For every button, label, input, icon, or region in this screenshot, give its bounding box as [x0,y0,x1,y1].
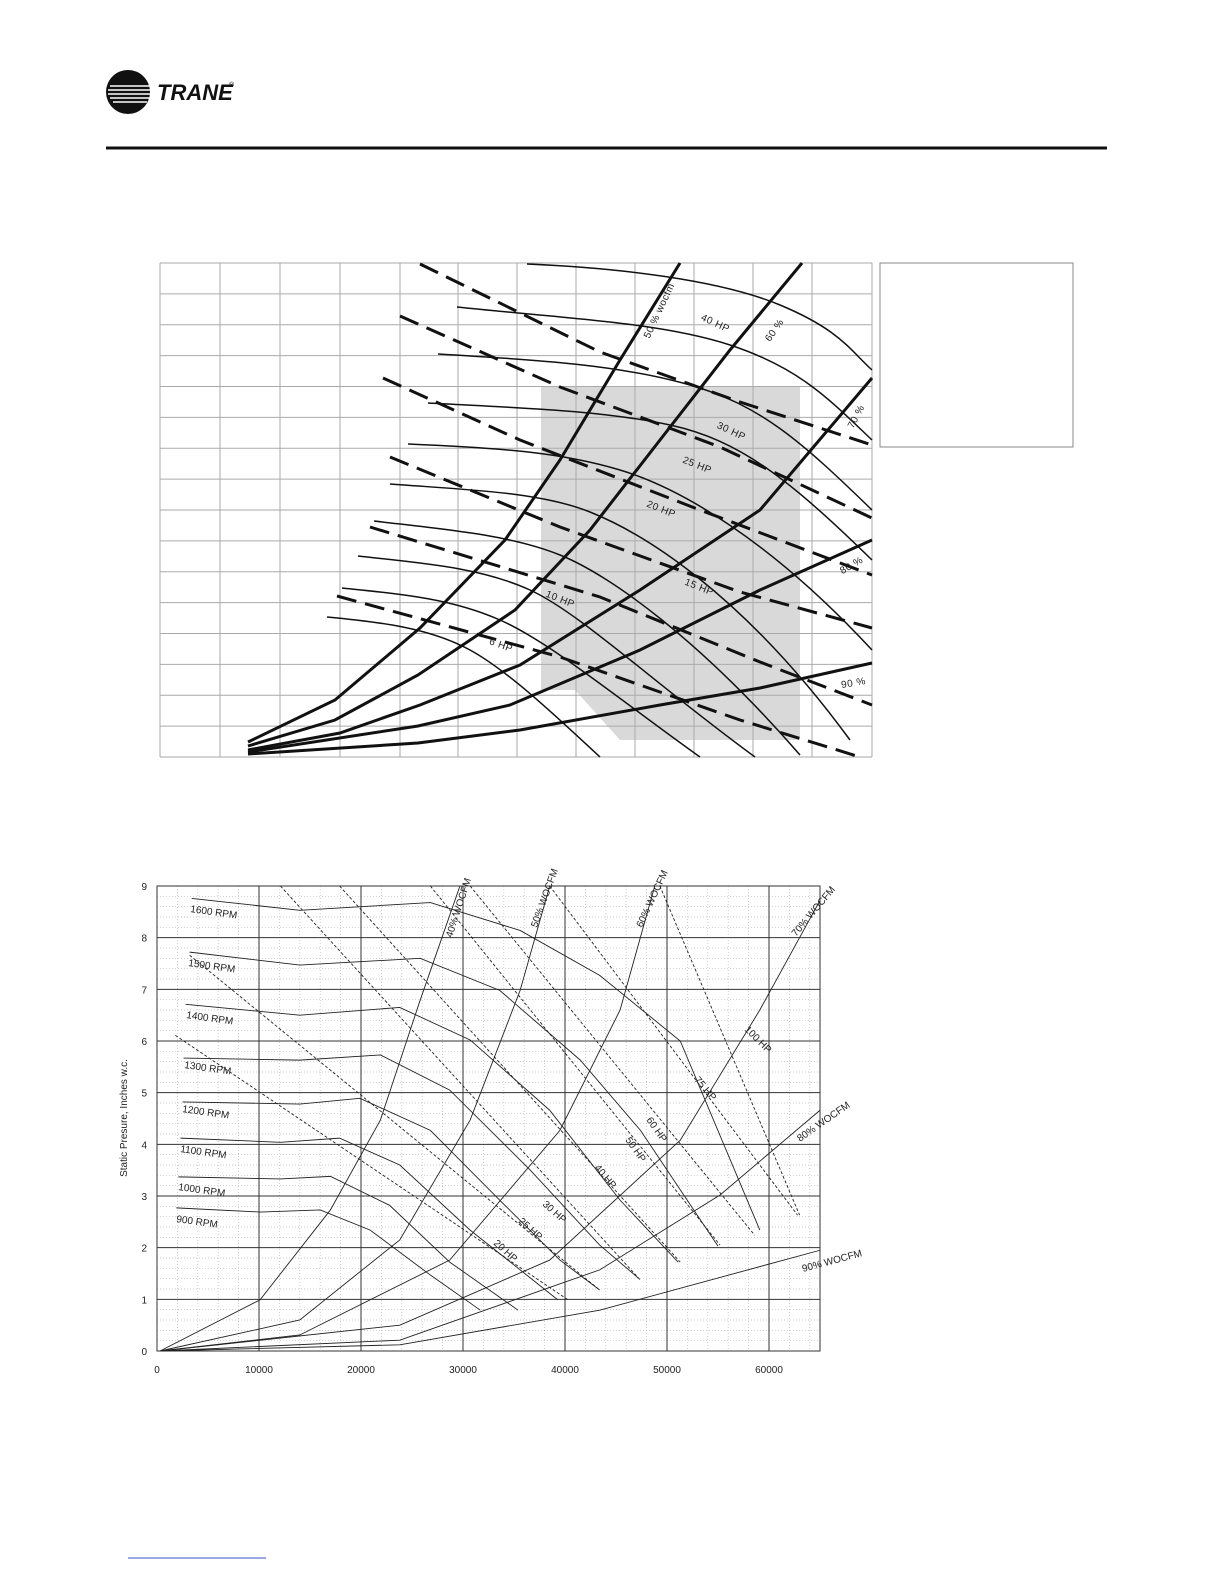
curve-label: 70% WOCFM [790,885,838,939]
curve-label: 1200 RPM [182,1104,230,1121]
curve-label: 40 HP [592,1163,619,1192]
logo-badge [106,70,150,114]
logo-mark: ® [229,81,235,89]
curve-label: 1400 RPM [186,1010,234,1027]
x-tick-label: 20000 [347,1365,375,1376]
y-tick-label: 2 [141,1244,147,1255]
rpm-curve [183,1054,639,1279]
wocfm-curve [160,1109,821,1352]
hp-curve [430,885,721,1246]
x-tick-label: 60000 [755,1365,783,1376]
plot-frame [156,885,821,1352]
curve-label: 60% WOCFM [635,869,671,930]
y-tick-label: 3 [141,1192,147,1203]
logo-text: TRANE [157,80,234,105]
curve-label: 1100 RPM [180,1144,228,1161]
logo-stripes [108,85,152,103]
hp-curve [339,885,681,1263]
curve-label: 80% WOCFM [795,1100,852,1144]
y-tick-label: 4 [141,1140,147,1151]
curve-label: 30 HP [540,1199,568,1226]
curve-label: 50% WOCFM [529,867,560,929]
x-tick-label: 50000 [653,1365,681,1376]
rpm-curve [185,1003,679,1263]
curve-label: 6 HP [488,636,515,655]
y-tick-label: 1 [141,1295,147,1306]
rpm-curve [191,897,761,1231]
wocfm-curve [160,1249,821,1352]
curve-label: 80 % [838,555,865,577]
logo: TRANE ® [106,70,235,114]
x-tick-label: 30000 [449,1365,477,1376]
rpm-curve [176,1207,481,1311]
figure-1-grid [159,262,873,758]
y-tick-label: 5 [141,1089,147,1100]
hp-curve [189,954,600,1291]
curve-label: 90% WOCFM [801,1248,863,1275]
curve-label: 40 HP [699,312,731,335]
x-tick-label: 0 [154,1365,160,1376]
rpm-curve [182,1097,600,1291]
hp-curve [469,885,756,1236]
wocfm-curve [159,885,551,1352]
x-tick-label: 10000 [245,1365,273,1376]
wocfm-curve [159,885,461,1352]
rpm-curve [189,951,719,1247]
figure-2: Static Presure, Inches w.c. 0 10000 20000 3… [119,867,863,1376]
curve-label: 1300 RPM [184,1060,232,1077]
x-tick-label: 40000 [551,1365,579,1376]
wocfm-curves [247,262,874,756]
hp-curve [175,1034,569,1301]
curve-label: 1500 RPM [188,958,236,975]
legend-box [879,262,1074,448]
hp-curve [549,885,798,1216]
y-tick-label: 7 [141,985,147,996]
curve-label: 60 % [763,317,786,344]
y-tick-label: 9 [141,882,147,893]
curve-label: 70 % [846,403,867,430]
y-tick-label: 0 [141,1347,147,1358]
curve-label: 90 % [840,676,866,691]
hp-curve [280,885,641,1281]
wocfm-curve [160,885,656,1352]
wocfm-curve [160,900,821,1352]
y-axis-title: Static Presure, Inches w.c. [119,1059,130,1177]
curve-label: 25 HP [516,1216,544,1243]
rpm-curve [180,1137,559,1301]
hp-curve [659,885,801,1216]
curve-label: 1000 RPM [178,1182,226,1199]
curve-label: 20 HP [491,1238,519,1265]
y-tick-label: 8 [141,934,147,945]
rpm-curve [178,1175,519,1311]
curve-label: 1600 RPM [190,904,238,921]
y-tick-label: 6 [141,1037,147,1048]
